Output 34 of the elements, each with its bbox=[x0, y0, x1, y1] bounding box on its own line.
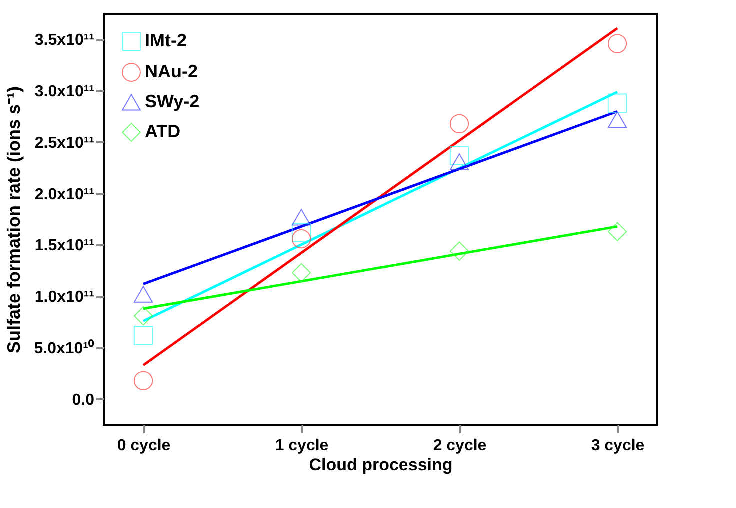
x-axis-title: Cloud processing bbox=[309, 456, 453, 474]
y-axis-title: Sulfate formation rate (ions s⁻¹) bbox=[4, 86, 24, 354]
y-tick-label: 2.0x10¹¹ bbox=[34, 186, 94, 204]
x-tick-label: 1 cycle bbox=[275, 438, 329, 454]
x-tick-label: 0 cycle bbox=[117, 438, 171, 454]
point bbox=[450, 114, 470, 134]
point bbox=[134, 371, 154, 390]
point bbox=[134, 286, 154, 303]
point bbox=[450, 154, 470, 170]
y-tick-label: 3.5x10¹¹ bbox=[34, 32, 94, 50]
y-tick-label: 5.0x10¹⁰ bbox=[34, 339, 94, 358]
point bbox=[450, 242, 470, 261]
y-tick-label: 1.5x10¹¹ bbox=[34, 238, 94, 255]
y-tick-label: 1.0x10¹¹ bbox=[34, 289, 94, 306]
legend-label: SWy-2 bbox=[145, 92, 200, 112]
point bbox=[450, 146, 470, 166]
point bbox=[608, 222, 628, 242]
y-tick-label: 0.0 bbox=[72, 392, 95, 409]
legend-label: IMt-2 bbox=[145, 30, 187, 50]
y-tick-label: 3.0x10¹¹ bbox=[34, 84, 94, 101]
legend-label: NAu-2 bbox=[145, 62, 198, 82]
point bbox=[608, 94, 628, 113]
x-tick-label: 3 cycle bbox=[591, 438, 645, 454]
point bbox=[292, 223, 312, 242]
point bbox=[292, 263, 312, 283]
point bbox=[608, 34, 628, 54]
point bbox=[134, 326, 154, 346]
x-tick-label: 2 cycle bbox=[433, 438, 487, 454]
point bbox=[608, 111, 628, 128]
point bbox=[134, 306, 154, 326]
y-tick-label: 2.5x10¹¹ bbox=[34, 134, 94, 152]
point bbox=[292, 229, 312, 249]
legend-label: ATD bbox=[145, 122, 181, 142]
point bbox=[292, 209, 312, 226]
